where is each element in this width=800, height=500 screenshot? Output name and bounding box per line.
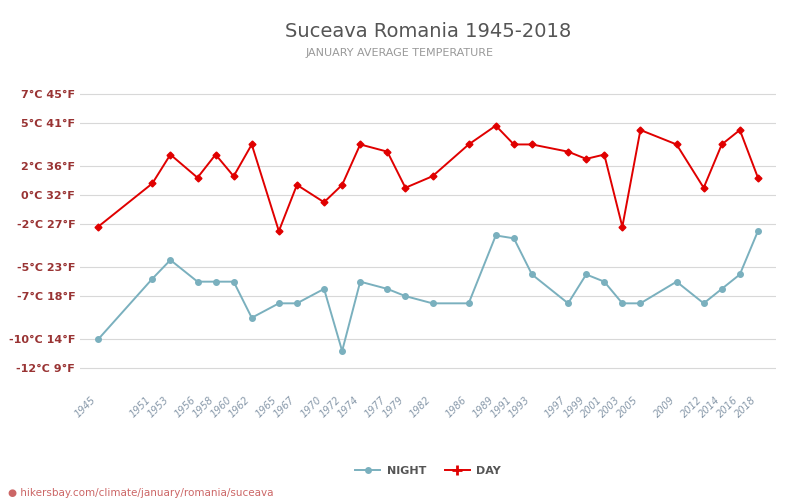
Text: ● hikersbay.com/climate/january/romania/suceava: ● hikersbay.com/climate/january/romania/… xyxy=(8,488,274,498)
Legend: NIGHT, DAY: NIGHT, DAY xyxy=(350,460,506,481)
Text: JANUARY AVERAGE TEMPERATURE: JANUARY AVERAGE TEMPERATURE xyxy=(306,48,494,58)
Y-axis label: TEMPERATURE: TEMPERATURE xyxy=(0,187,3,268)
Title: Suceava Romania 1945-2018: Suceava Romania 1945-2018 xyxy=(285,22,571,41)
